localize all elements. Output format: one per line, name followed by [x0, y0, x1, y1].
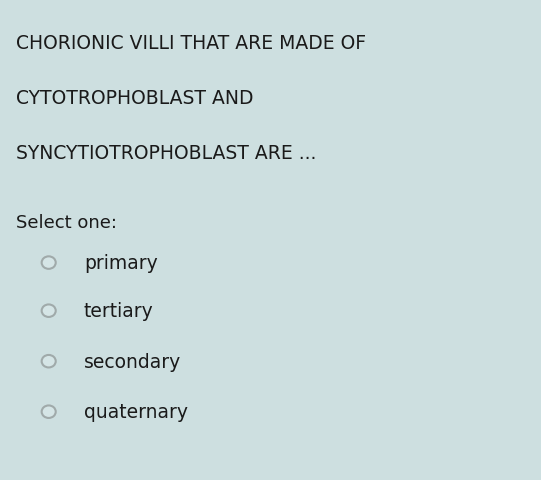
Circle shape	[42, 355, 56, 368]
Text: primary: primary	[84, 253, 157, 273]
Text: tertiary: tertiary	[84, 301, 154, 321]
Text: Select one:: Select one:	[16, 214, 117, 231]
Circle shape	[42, 305, 56, 317]
Text: secondary: secondary	[84, 352, 181, 371]
Circle shape	[42, 406, 56, 418]
Text: SYNCYTIOTROPHOBLAST ARE ...: SYNCYTIOTROPHOBLAST ARE ...	[16, 144, 316, 163]
Text: CHORIONIC VILLI THAT ARE MADE OF: CHORIONIC VILLI THAT ARE MADE OF	[16, 34, 366, 53]
Circle shape	[42, 257, 56, 269]
Text: quaternary: quaternary	[84, 402, 188, 421]
Text: CYTOTROPHOBLAST AND: CYTOTROPHOBLAST AND	[16, 89, 254, 108]
